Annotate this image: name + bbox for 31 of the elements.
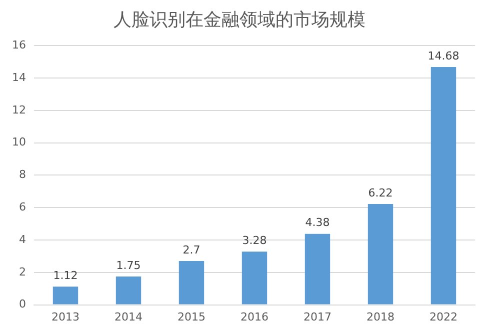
- x-tick-label: 2018: [366, 310, 394, 324]
- data-label: 4.38: [305, 216, 330, 230]
- y-tick-label: 4: [18, 232, 26, 246]
- bar: [116, 276, 142, 304]
- data-label: 1.12: [53, 269, 78, 282]
- bar: [430, 66, 456, 304]
- y-tick-label: 14: [12, 70, 26, 84]
- data-label: 1.75: [116, 258, 141, 272]
- data-label: 2.7: [182, 243, 200, 256]
- data-label: 14.68: [428, 49, 460, 62]
- y-tick-label: 0: [18, 298, 26, 311]
- y-tick-label: 12: [12, 103, 26, 116]
- x-tick-label: 2015: [178, 310, 206, 324]
- bar: [242, 252, 268, 304]
- x-tick-label: 2016: [240, 310, 268, 324]
- x-tick-label: 2017: [304, 310, 332, 324]
- y-tick-label: 16: [12, 38, 26, 52]
- bar: [304, 234, 330, 304]
- data-label: 3.28: [242, 234, 267, 248]
- y-tick-label: 8: [18, 168, 26, 182]
- x-tick-label: 2014: [114, 310, 142, 324]
- bar: [52, 286, 78, 304]
- y-tick-label: 6: [18, 200, 26, 214]
- y-tick-label: 10: [12, 136, 26, 149]
- x-tick-label: 2022: [430, 310, 458, 324]
- bar: [178, 261, 204, 304]
- y-tick-label: 2: [18, 265, 26, 278]
- data-label: 6.22: [368, 186, 393, 200]
- x-tick-label: 2013: [51, 310, 80, 324]
- chart-title: 人脸识别在金融领域的市场规模: [114, 9, 366, 30]
- bar: [368, 204, 394, 304]
